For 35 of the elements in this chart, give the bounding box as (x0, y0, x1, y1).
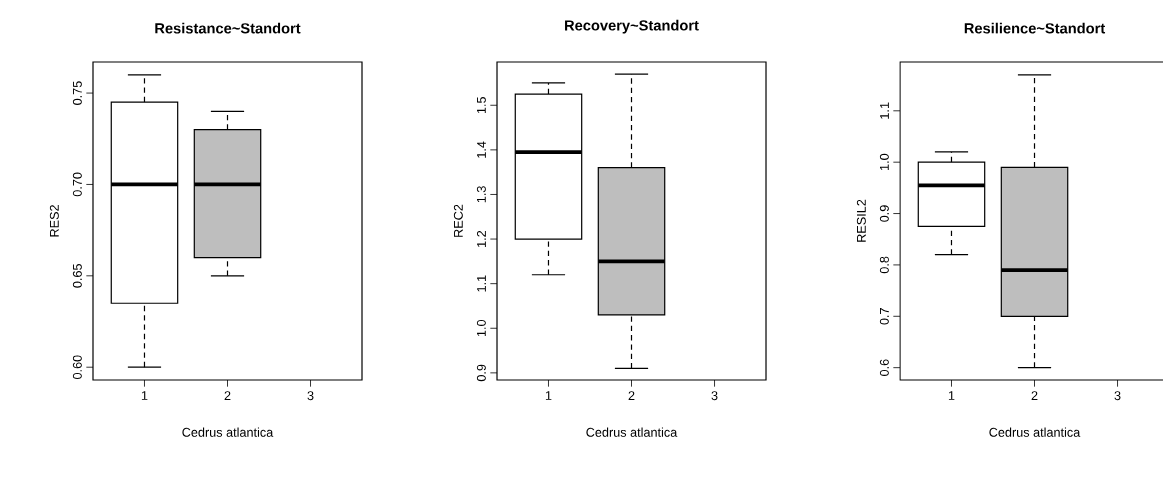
x-tick-label: 1 (141, 391, 148, 400)
y-tick-label: 1.3 (476, 186, 486, 203)
y-tick-label: 1.5 (477, 96, 486, 114)
y-tick-label: 0.7 (879, 308, 889, 325)
y-tick-label: 0.75 (72, 81, 82, 105)
y-tick-label: 0.8 (879, 256, 889, 274)
y-axis-title: RESIL2 (856, 199, 866, 242)
y-tick-label: 0.65 (72, 264, 82, 288)
y-tick-label: 1.1 (880, 102, 889, 119)
x-tick-label: 3 (711, 391, 718, 401)
y-tick-label: 0.9 (476, 364, 486, 382)
y-tick-label: 0.70 (72, 172, 82, 197)
x-tick-label: 2 (628, 391, 635, 400)
chart-title: Recovery~Standort (565, 19, 699, 34)
y-axis-title: REC2 (453, 204, 463, 237)
y-axis-title: RES2 (49, 205, 59, 237)
y-tick-label: 1.0 (879, 153, 889, 171)
x-axis-title: Cedrus atlantica (989, 427, 1081, 437)
y-tick-label: 0.6 (879, 359, 889, 376)
y-tick-label: 1.4 (477, 141, 486, 158)
x-tick-label: 3 (1114, 391, 1121, 401)
x-tick-label: 3 (307, 391, 314, 401)
chart-title: Resilience~Standort (964, 22, 1106, 34)
x-tick-label: 2 (1031, 391, 1038, 400)
y-tick-label: 0.60 (72, 355, 82, 380)
x-tick-label: 2 (224, 391, 231, 400)
x-axis-title: Cedrus atlantica (586, 427, 678, 437)
x-axis-title: Cedrus atlantica (182, 427, 274, 437)
y-tick-label: 1.2 (477, 230, 486, 247)
chart-title: Resistance~Standort (155, 22, 301, 34)
y-tick-label: 1.0 (476, 319, 486, 337)
y-tick-label: 0.9 (879, 205, 889, 222)
x-tick-label: 1 (545, 391, 552, 400)
y-tick-label: 1.1 (477, 275, 486, 292)
x-tick-label: 1 (948, 391, 955, 400)
